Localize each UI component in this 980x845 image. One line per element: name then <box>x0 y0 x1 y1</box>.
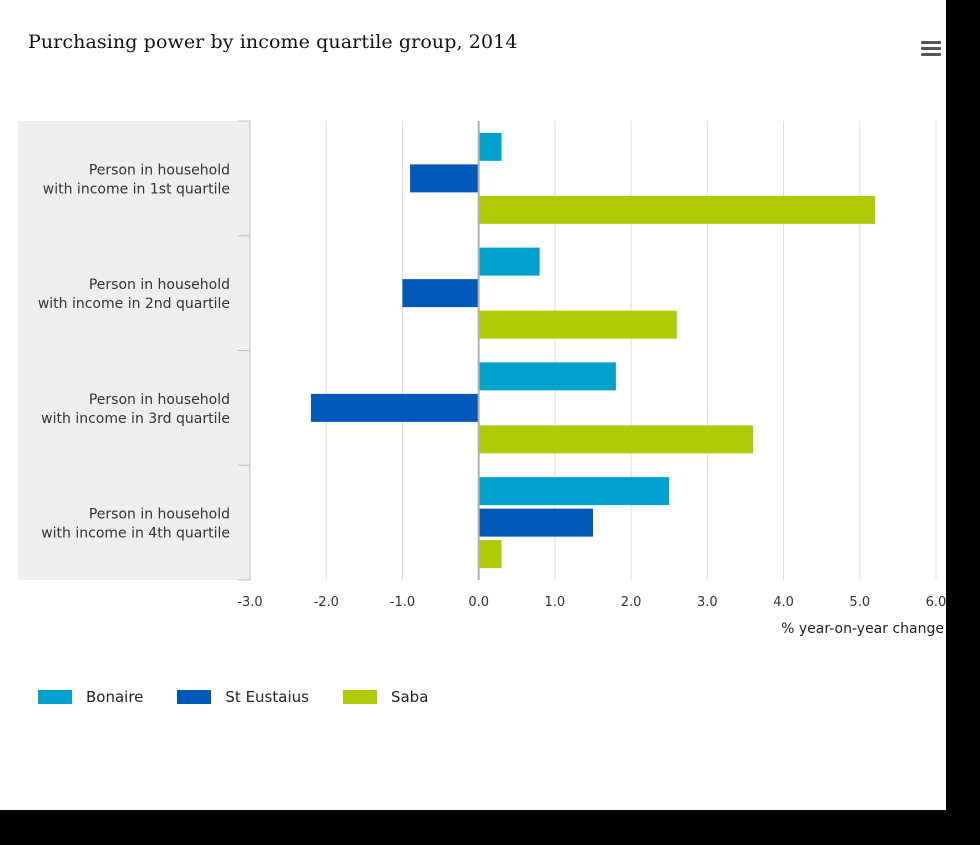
bar-saba-2 <box>478 310 677 339</box>
chart-frame: Purchasing power by income quartile grou… <box>0 0 946 810</box>
hamburger-menu-icon[interactable] <box>921 41 941 59</box>
x-tick-label: -2.0 <box>314 595 339 610</box>
bar-saba-1 <box>478 195 876 224</box>
legend-swatch <box>38 690 72 704</box>
bar-bonaire-1 <box>478 132 502 161</box>
legend-swatch <box>177 690 212 704</box>
x-tick-label: 6.0 <box>926 595 946 610</box>
category-label: Person in household <box>89 507 230 523</box>
legend-item-st-eustaius[interactable]: St Eustaius <box>177 688 309 706</box>
chart-title: Purchasing power by income quartile grou… <box>28 31 518 53</box>
bar-st-eustaius-4 <box>478 508 593 537</box>
bar-bonaire-3 <box>478 362 616 391</box>
category-label: Person in household <box>89 277 230 293</box>
x-tick-label: 5.0 <box>849 595 870 610</box>
category-label-background <box>18 121 250 580</box>
x-tick-label: 1.0 <box>545 595 566 610</box>
legend-item-bonaire[interactable]: Bonaire <box>38 688 143 706</box>
x-tick-label: -3.0 <box>237 595 262 610</box>
chart-plot: Person in household with income in 1st qu… <box>18 120 946 637</box>
category-label: with income in 3rd quartile <box>41 411 230 427</box>
x-tick-label: 0.0 <box>468 595 489 610</box>
legend-swatch <box>342 690 377 704</box>
legend-label: Bonaire <box>86 688 144 706</box>
x-axis-label: % year-on-year change <box>781 621 944 637</box>
category-label: with income in 2nd quartile <box>38 296 230 312</box>
bar-saba-3 <box>478 425 754 454</box>
x-tick-label: -1.0 <box>390 595 415 610</box>
bar-st-eustaius-1 <box>410 164 479 193</box>
chart-legend: Bonaire St Eustaius Saba <box>38 688 462 706</box>
category-label: with income in 1st quartile <box>43 181 230 197</box>
x-tick-label: 4.0 <box>773 595 794 610</box>
bar-st-eustaius-3 <box>310 393 479 422</box>
legend-item-saba[interactable]: Saba <box>342 688 429 706</box>
category-label: Person in household <box>89 162 230 178</box>
bar-bonaire-4 <box>478 477 670 506</box>
legend-label: St Eustaius <box>225 688 309 706</box>
category-label: Person in household <box>89 392 230 408</box>
x-tick-label: 3.0 <box>697 595 718 610</box>
bar-saba-4 <box>478 540 502 569</box>
bar-st-eustaius-2 <box>402 279 479 308</box>
bar-bonaire-2 <box>478 247 540 276</box>
legend-label: Saba <box>390 688 429 706</box>
x-tick-label: 2.0 <box>621 595 642 610</box>
category-label: with income in 4th quartile <box>41 526 230 542</box>
